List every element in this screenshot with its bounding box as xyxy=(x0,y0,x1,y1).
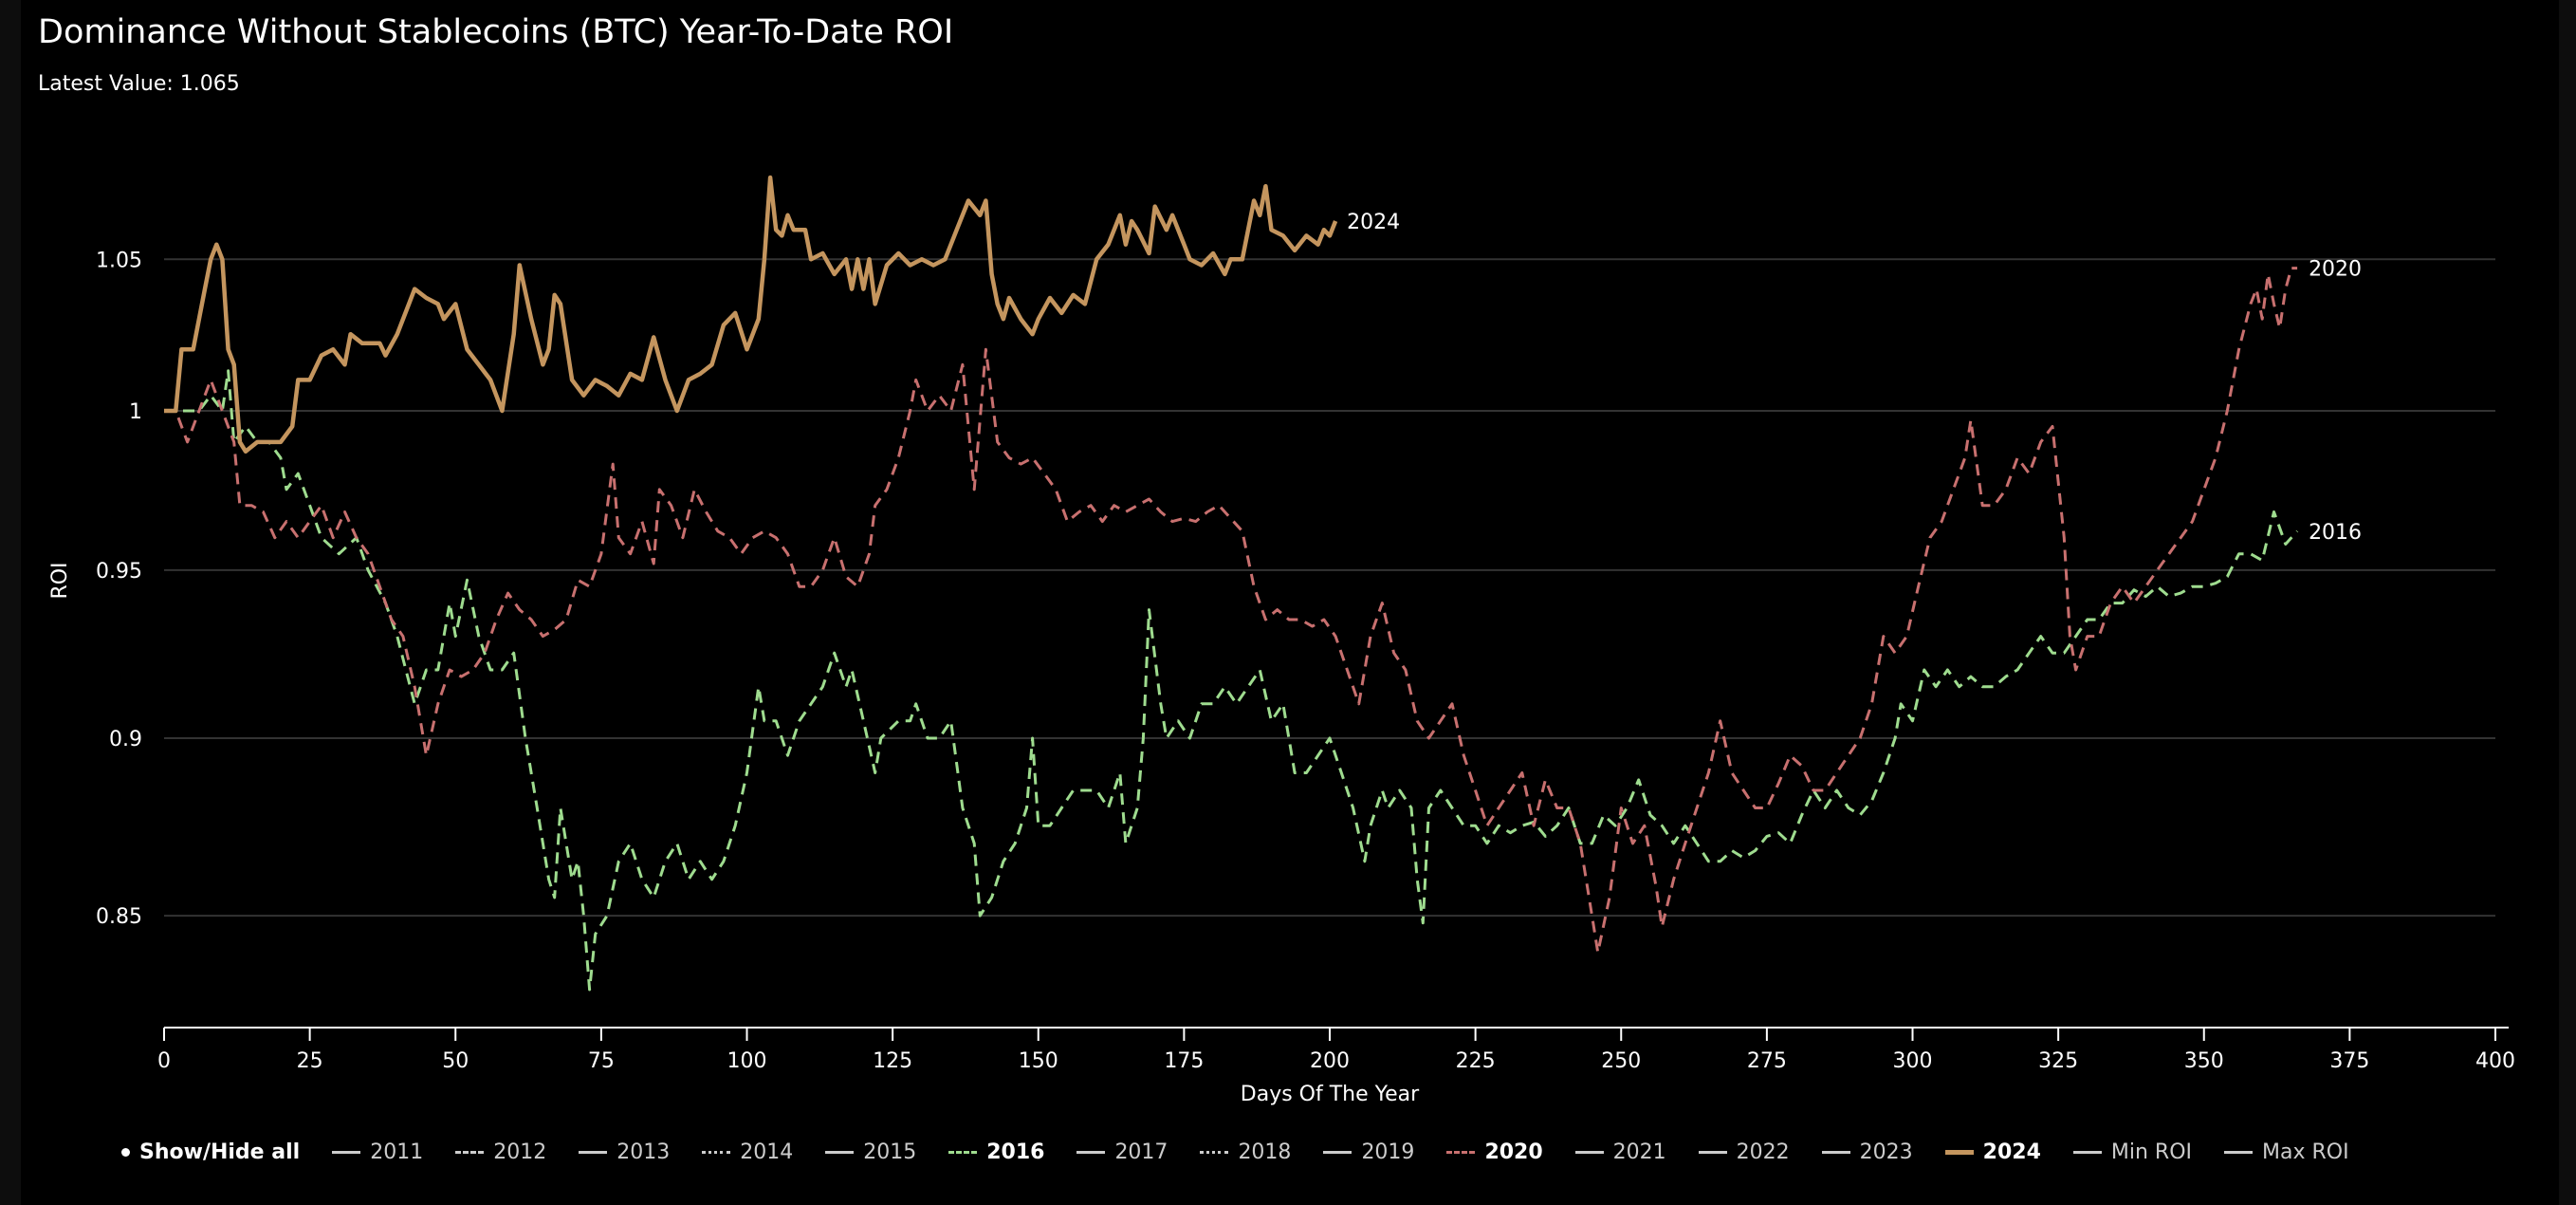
legend-item-max-roi[interactable]: Max ROI xyxy=(2224,1139,2349,1165)
series-line-2020 xyxy=(164,267,2298,955)
gridlines xyxy=(164,258,2495,918)
legend-item-2014[interactable]: 2014 xyxy=(702,1139,793,1165)
legend-swatch-icon xyxy=(1076,1150,1106,1154)
x-tick-label: 300 xyxy=(1893,1049,1933,1073)
legend-label: 2011 xyxy=(370,1140,424,1164)
x-tick-label: 125 xyxy=(873,1049,912,1073)
x-tick-label: 0 xyxy=(157,1049,171,1073)
legend-swatch-icon xyxy=(2072,1150,2102,1154)
legend-label: 2017 xyxy=(1114,1140,1168,1164)
legend-label: 2019 xyxy=(1361,1140,1415,1164)
y-axis-ticks: 0.85 0.9 0.95 1 1.05 xyxy=(96,249,142,929)
legend-swatch-icon xyxy=(1944,1149,1974,1155)
x-tick-label: 150 xyxy=(1019,1049,1058,1073)
series-end-label-2024: 2024 xyxy=(1347,211,1400,234)
series-line-2016 xyxy=(164,369,2299,992)
legend-item-2020[interactable]: 2020 xyxy=(1446,1139,1543,1165)
x-tick-label: 375 xyxy=(2329,1049,2369,1073)
y-tick-label: 0.95 xyxy=(96,560,142,584)
x-tick-label: 400 xyxy=(2475,1049,2515,1073)
legend-swatch-icon xyxy=(455,1150,485,1154)
legend-swatch-icon xyxy=(1698,1150,1727,1154)
legend-swatch-icon xyxy=(702,1150,731,1154)
legend-label: 2012 xyxy=(493,1140,547,1164)
legend-swatch-icon xyxy=(1574,1150,1604,1154)
series-end-label-2020: 2020 xyxy=(2309,258,2362,282)
legend-item-2021[interactable]: 2021 xyxy=(1574,1139,1666,1165)
x-tick-label: 200 xyxy=(1310,1049,1350,1073)
x-tick-label: 50 xyxy=(442,1049,469,1073)
legend-item-2011[interactable]: 2011 xyxy=(332,1139,423,1165)
legend-swatch-icon xyxy=(332,1150,361,1154)
x-tick-label: 275 xyxy=(1747,1049,1787,1073)
legend-item-2013[interactable]: 2013 xyxy=(579,1139,670,1165)
series-line-2024 xyxy=(164,175,1338,454)
legend-item-2017[interactable]: 2017 xyxy=(1076,1139,1168,1165)
x-tick-label: 225 xyxy=(1456,1049,1496,1073)
legend-label: 2015 xyxy=(863,1140,917,1164)
legend-label: 2024 xyxy=(1982,1140,2041,1164)
legend-item-2015[interactable]: 2015 xyxy=(825,1139,916,1165)
legend-item-2016[interactable]: 2016 xyxy=(948,1139,1044,1165)
legend-swatch-icon xyxy=(825,1150,855,1154)
x-axis-label: Days Of The Year xyxy=(1241,1083,1420,1106)
legend-label: 2022 xyxy=(1736,1140,1790,1164)
x-tick-label: 175 xyxy=(1164,1049,1204,1073)
legend-swatch-icon xyxy=(1323,1150,1352,1154)
series-lines: 2016 2020 2024 xyxy=(164,175,2362,992)
legend-label: 2020 xyxy=(1484,1140,1543,1164)
legend-swatch-icon xyxy=(579,1150,608,1154)
x-tick-label: 250 xyxy=(1601,1049,1641,1073)
legend-item-min-roi[interactable]: Min ROI xyxy=(2072,1139,2193,1165)
legend-label: 2016 xyxy=(986,1140,1045,1164)
y-tick-label: 0.85 xyxy=(96,905,142,929)
x-axis: 0 25 50 75 100 125 150 175 200 225 250 275 300 325 350… xyxy=(157,1027,2515,1073)
legend-label: Max ROI xyxy=(2262,1140,2349,1164)
chart-title: Dominance Without Stablecoins (BTC) Year… xyxy=(38,13,954,51)
legend: Show/Hide all 2011 2012 2013 2014 2015 2016 20… xyxy=(121,1139,2493,1165)
x-tick-label: 75 xyxy=(588,1049,615,1073)
x-tick-label: 100 xyxy=(727,1049,767,1073)
legend-item-2019[interactable]: 2019 xyxy=(1323,1139,1414,1165)
legend-label: Show/Hide all xyxy=(139,1140,301,1164)
y-tick-label: 1 xyxy=(129,400,142,424)
y-axis-label: ROI xyxy=(48,562,72,599)
legend-label: 2014 xyxy=(740,1140,794,1164)
bullet-icon xyxy=(121,1147,130,1157)
chart-container xyxy=(21,0,2559,1205)
legend-item-2012[interactable]: 2012 xyxy=(455,1139,546,1165)
legend-item-2024[interactable]: 2024 xyxy=(1944,1139,2041,1165)
legend-label: 2018 xyxy=(1238,1140,1292,1164)
legend-label: 2013 xyxy=(616,1140,671,1164)
y-tick-label: 0.9 xyxy=(109,728,142,751)
legend-item-2023[interactable]: 2023 xyxy=(1821,1139,1913,1165)
legend-swatch-icon xyxy=(1200,1150,1229,1154)
legend-label: Min ROI xyxy=(2110,1140,2193,1164)
legend-show-hide-all[interactable]: Show/Hide all xyxy=(121,1139,300,1165)
legend-swatch-icon xyxy=(1446,1150,1476,1154)
legend-swatch-icon xyxy=(1821,1150,1850,1154)
legend-swatch-icon xyxy=(2224,1150,2254,1154)
x-tick-label: 25 xyxy=(297,1049,323,1073)
y-tick-label: 1.05 xyxy=(96,249,142,272)
legend-label: 2023 xyxy=(1859,1140,1913,1164)
legend-item-2022[interactable]: 2022 xyxy=(1698,1139,1790,1165)
legend-label: 2021 xyxy=(1612,1140,1666,1164)
latest-value: Latest Value: 1.065 xyxy=(38,72,240,96)
series-end-label-2016: 2016 xyxy=(2309,521,2362,545)
x-tick-label: 325 xyxy=(2038,1049,2078,1073)
x-tick-label: 350 xyxy=(2184,1049,2224,1073)
legend-swatch-icon xyxy=(948,1150,978,1154)
legend-item-2018[interactable]: 2018 xyxy=(1200,1139,1291,1165)
